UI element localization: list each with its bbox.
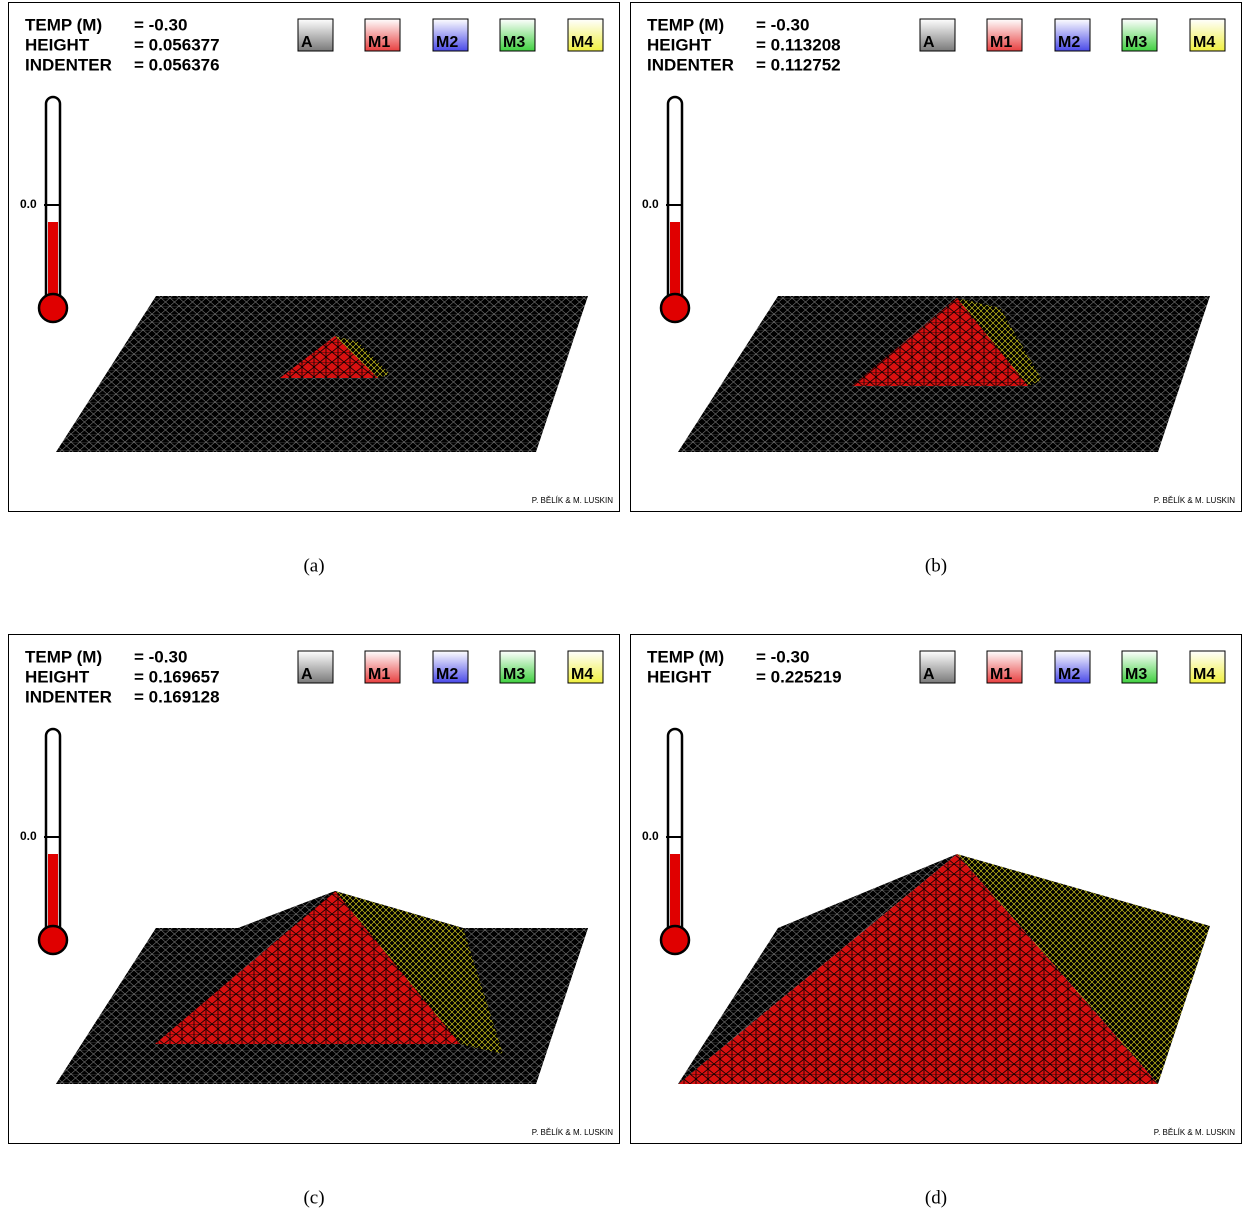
credit: P. BĚLÍK & M. LUSKIN [532,496,613,505]
legend-label: M1 [990,666,1012,683]
caption: (a) [303,555,324,576]
panel: TEMP (M) = -0.30 HEIGHT = 0.169657 INDENTER =… [9,635,620,1144]
info-label: TEMP (M) [25,15,102,34]
info-label: TEMP (M) [25,647,102,666]
info-label: INDENTER [647,55,734,74]
thermometer-label: 0.0 [20,829,37,843]
legend-label: M2 [436,666,458,683]
info-value: = 0.225219 [756,667,842,686]
legend-label: M3 [503,34,525,51]
info-label: HEIGHT [647,35,712,54]
legend-label: M1 [368,34,390,51]
legend-label: A [301,34,313,51]
info-label: TEMP (M) [647,15,724,34]
info-value: = -0.30 [756,647,809,666]
panel: TEMP (M) = -0.30 HEIGHT = 0.056377 INDENTER =… [9,3,620,512]
info-value: = -0.30 [134,647,187,666]
caption: (d) [925,1187,947,1208]
legend-label: M2 [436,34,458,51]
thermometer-bulb [39,926,67,954]
caption: (b) [925,555,947,576]
legend-label: M3 [1125,34,1147,51]
info-label: HEIGHT [25,35,90,54]
legend-label: M4 [1193,34,1215,51]
credit: P. BĚLÍK & M. LUSKIN [1154,1128,1235,1137]
info-value: = 0.169657 [134,667,220,686]
figure: TEMP (M) = -0.30 HEIGHT = 0.056377 INDENTER =… [0,0,1248,1216]
info-value: = 0.112752 [756,55,841,74]
legend-label: M1 [368,666,390,683]
thermometer-label: 0.0 [20,197,37,211]
legend-label: M2 [1058,34,1080,51]
page: TEMP (M) = -0.30 HEIGHT = 0.056377 INDENTER =… [0,0,1248,1216]
info-label: INDENTER [25,55,112,74]
legend-label: M4 [571,666,593,683]
panel: TEMP (M) = -0.30 HEIGHT = 0.225219 A M1 M2 M3 M4… [631,635,1242,1144]
credit: P. BĚLÍK & M. LUSKIN [532,1128,613,1137]
thermometer-bulb [661,294,689,322]
legend-label: M3 [1125,666,1147,683]
info-value: = 0.056376 [134,55,220,74]
panel: TEMP (M) = -0.30 HEIGHT = 0.113208 INDENTER =… [631,3,1242,512]
info-label: HEIGHT [25,667,90,686]
info-label: INDENTER [25,687,112,706]
info-label: TEMP (M) [647,647,724,666]
legend-label: A [923,34,935,51]
info-value: = -0.30 [134,15,187,34]
legend-label: M4 [1193,666,1215,683]
thermometer-bulb [39,294,67,322]
info-value: = 0.113208 [756,35,841,54]
info-value: = 0.169128 [134,687,220,706]
legend-label: A [301,666,313,683]
info-value: = 0.056377 [134,35,220,54]
thermometer-label: 0.0 [642,197,659,211]
caption: (c) [303,1187,324,1208]
info-label: HEIGHT [647,667,712,686]
thermometer-bulb [661,926,689,954]
legend-label: M3 [503,666,525,683]
thermometer-label: 0.0 [642,829,659,843]
legend-label: M1 [990,34,1012,51]
legend-label: M4 [571,34,593,51]
legend-label: A [923,666,935,683]
info-value: = -0.30 [756,15,809,34]
legend-label: M2 [1058,666,1080,683]
credit: P. BĚLÍK & M. LUSKIN [1154,496,1235,505]
